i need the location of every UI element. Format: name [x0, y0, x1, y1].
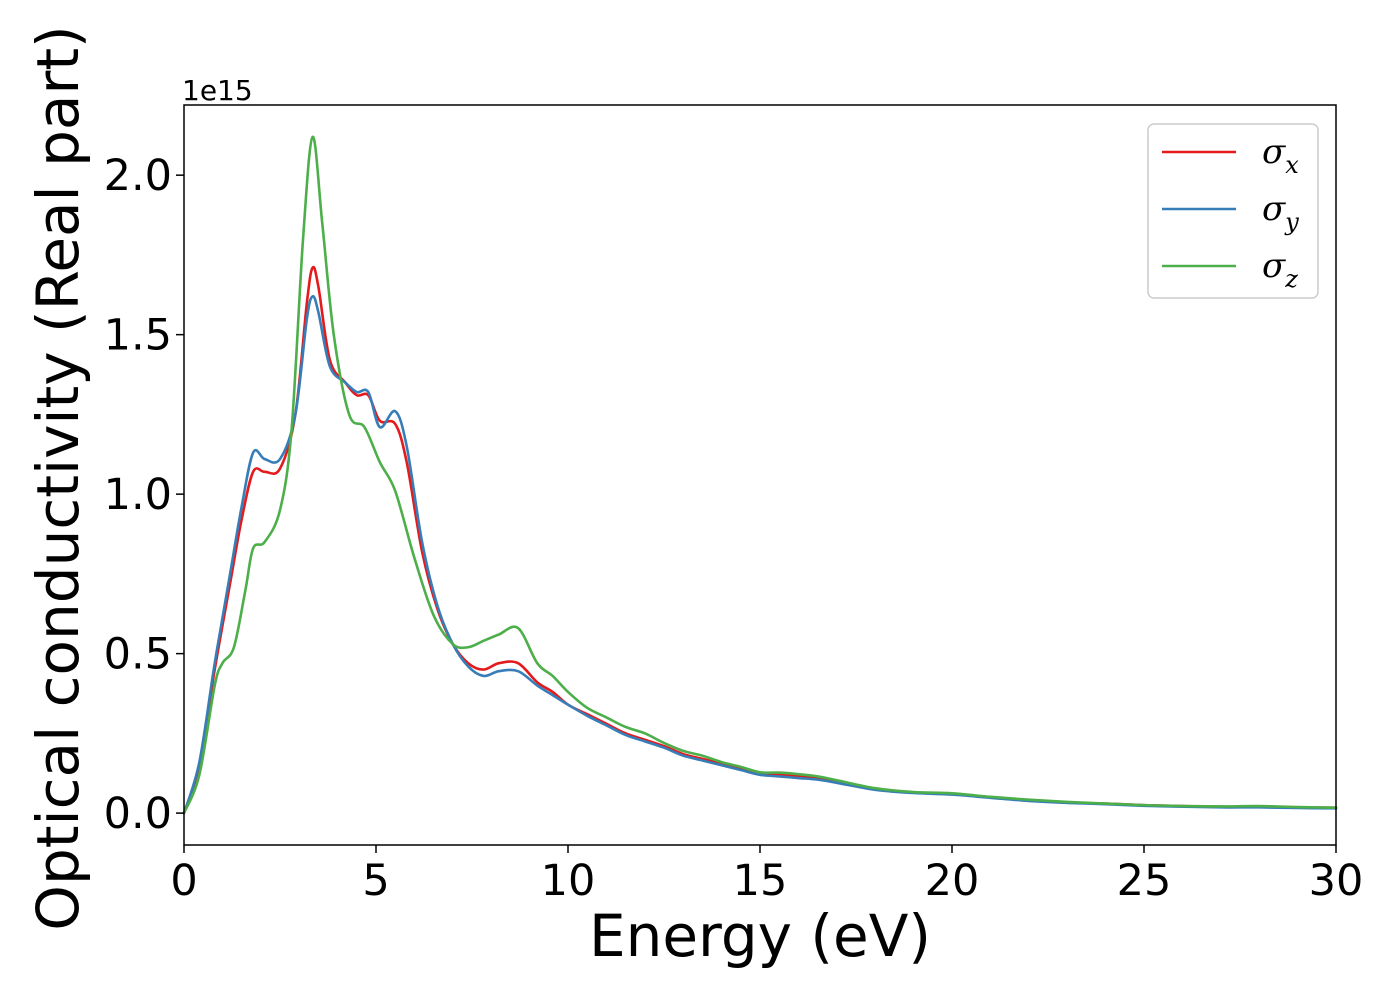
x-tick-label: 5 [362, 856, 389, 906]
legend-label-y: σy [1262, 189, 1299, 236]
y-axis-ticks: 0.0 0.5 1.0 1.5 2.0 [104, 151, 184, 839]
y-axis-label: Optical conductivity (Real part) [24, 25, 92, 930]
x-axis-ticks: 0 5 10 15 20 25 30 [170, 845, 1363, 906]
series-line-y [182, 294, 1338, 815]
y-tick-label: 1.5 [104, 311, 172, 361]
y-tick-label: 0.0 [104, 789, 172, 839]
x-tick-label: 30 [1309, 856, 1364, 906]
x-tick-label: 0 [170, 856, 197, 906]
x-tick-label: 15 [733, 856, 788, 906]
legend: σx σy σz [1147, 123, 1319, 299]
y-tick-label: 1.0 [104, 470, 172, 520]
x-tick-label: 20 [925, 856, 980, 906]
x-axis-label: Energy (eV) [589, 902, 931, 970]
x-tick-label: 10 [541, 856, 596, 906]
series-line-x [182, 265, 1338, 815]
y-axis-offset-label: 1e15 [182, 74, 253, 107]
y-tick-label: 2.0 [104, 151, 172, 201]
x-tick-label: 25 [1117, 856, 1172, 906]
y-tick-label: 0.5 [104, 630, 172, 680]
legend-box [1147, 123, 1319, 299]
legend-label-z: σz [1262, 246, 1298, 293]
legend-label-x: σx [1262, 132, 1299, 179]
legend-items: σx σy σz [1162, 132, 1299, 293]
series-layer [182, 135, 1338, 815]
series-line-z [182, 135, 1338, 815]
